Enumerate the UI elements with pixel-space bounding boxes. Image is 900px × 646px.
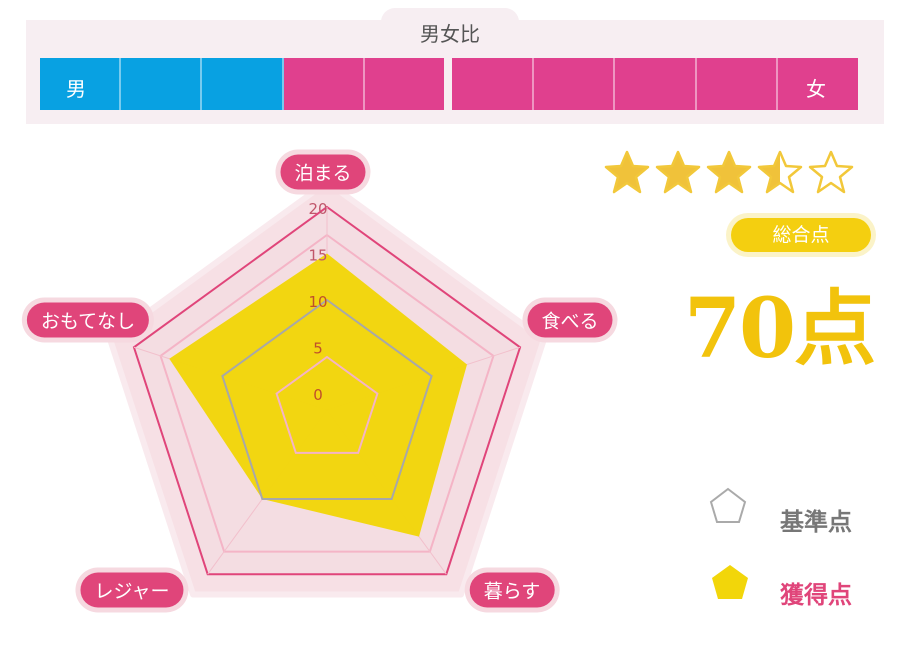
axis-label-live: 暮らす bbox=[469, 572, 555, 608]
total-score-label: 総合点 bbox=[731, 218, 871, 252]
gender-segment bbox=[696, 58, 779, 110]
base-legend-icon bbox=[709, 487, 747, 523]
gender-segment bbox=[778, 58, 858, 110]
gender-segment bbox=[121, 58, 203, 110]
gender-segment bbox=[452, 58, 534, 110]
gender-ratio-bar-right bbox=[452, 58, 858, 110]
axis-label-stay: 泊まる bbox=[280, 154, 366, 190]
axis-label-hospitality: おもてなし bbox=[26, 302, 150, 338]
radar-tick-label: 5 bbox=[313, 340, 323, 358]
gender-segment bbox=[533, 58, 616, 110]
axis-label-eat: 食べる bbox=[527, 302, 613, 338]
star-icon bbox=[706, 150, 752, 194]
gender-ratio-bar-left bbox=[40, 58, 445, 110]
star-icon bbox=[757, 150, 803, 194]
earned-legend-label: 獲得点 bbox=[780, 581, 852, 609]
radar-tick-label: 20 bbox=[308, 200, 327, 218]
gender-segment bbox=[40, 58, 122, 110]
star-icon bbox=[604, 150, 650, 194]
earned-legend-icon bbox=[712, 565, 748, 599]
gender-ratio-title: 男女比 bbox=[420, 22, 480, 46]
radar-tick-label: 10 bbox=[308, 293, 327, 311]
earned-score-area bbox=[169, 253, 467, 537]
base-legend-label: 基準点 bbox=[780, 508, 852, 536]
male-label: 男 bbox=[66, 77, 86, 101]
gender-segment bbox=[364, 58, 445, 110]
star-icon bbox=[808, 150, 854, 194]
star-rating bbox=[604, 150, 854, 194]
radar-inner-grid bbox=[275, 355, 379, 454]
radar-tick-label: 0 bbox=[313, 386, 323, 404]
gender-segment bbox=[283, 58, 365, 110]
base-score-line bbox=[221, 298, 433, 500]
axis-label-leisure: レジャー bbox=[80, 572, 184, 608]
gender-segment bbox=[615, 58, 697, 110]
female-label: 女 bbox=[806, 77, 826, 101]
total-score: 70点 bbox=[684, 281, 876, 377]
radar-tick-label: 15 bbox=[308, 247, 327, 265]
star-icon bbox=[655, 150, 701, 194]
gender-segment bbox=[202, 58, 284, 110]
gender-ratio-tab bbox=[381, 8, 519, 38]
radar-grid bbox=[159, 233, 495, 553]
